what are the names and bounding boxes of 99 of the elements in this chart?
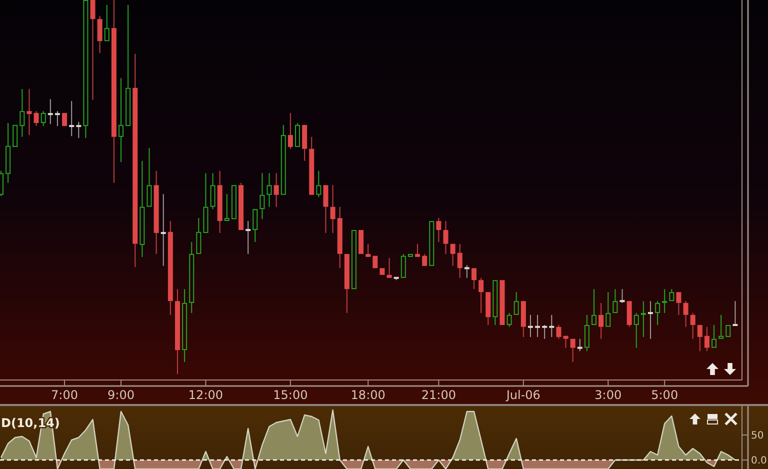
candlestick [337, 206, 342, 269]
candlestick [655, 300, 660, 326]
candlestick [90, 0, 96, 100]
candlestick [626, 301, 632, 328]
candlestick [295, 122, 300, 147]
candlestick [330, 184, 336, 234]
candlestick [528, 314, 533, 338]
candlestick [323, 185, 328, 234]
x-tick-label: 15:00 [273, 388, 308, 402]
candlestick [662, 288, 668, 314]
candlestick [104, 4, 110, 42]
candlestick [366, 243, 371, 257]
y-tick-label: 0.0 [751, 456, 767, 466]
candlestick [210, 172, 216, 210]
candlestick [260, 172, 265, 220]
candlestick [718, 314, 724, 339]
candlestick [386, 258, 392, 278]
candlestick [288, 112, 293, 150]
x-tick-label: 21:00 [421, 388, 456, 402]
candlestick [464, 264, 470, 278]
candlestick [443, 220, 448, 254]
candlestick [246, 220, 251, 254]
candlestick [189, 241, 194, 314]
candlestick [6, 122, 11, 184]
x-tick-label: Jul-06 [505, 388, 540, 402]
candlestick [549, 314, 554, 338]
candlestick [620, 288, 625, 304]
y-tick-label: 50 [751, 430, 764, 442]
x-tick-label: 5:00 [651, 388, 678, 402]
x-tick-label: 9:00 [108, 388, 134, 402]
candlestick [457, 243, 462, 278]
candlestick [274, 172, 279, 208]
candlestick [118, 78, 124, 162]
candlestick [140, 160, 145, 258]
candlestick [182, 288, 188, 363]
candlestick [640, 300, 646, 338]
candlestick [471, 268, 476, 290]
candlestick [556, 324, 562, 340]
candlestick [316, 170, 322, 198]
candlestick [422, 253, 428, 266]
candlestick [83, 0, 88, 139]
candlestick [592, 288, 597, 326]
candlestick [174, 288, 180, 374]
candlestick [76, 121, 82, 139]
x-tick-label: 7:00 [51, 388, 78, 402]
candlestick [168, 220, 173, 316]
candlestick [111, 0, 116, 184]
candlestick [217, 170, 222, 234]
candlestick [612, 288, 618, 314]
candlestick [606, 292, 611, 327]
candlestick [160, 194, 166, 266]
candlestick [400, 253, 406, 278]
candlestick [570, 338, 576, 363]
candlestick [436, 218, 442, 242]
candlestick [542, 324, 548, 340]
candlestick [669, 288, 674, 302]
candlestick [492, 280, 498, 326]
candlestick [486, 292, 491, 326]
candlestick [732, 300, 738, 326]
candlestick [69, 100, 74, 137]
candlestick [584, 314, 590, 352]
candlestick [48, 98, 53, 125]
candlestick [34, 110, 39, 127]
candlestick [280, 124, 286, 195]
candlestick [690, 312, 696, 340]
candlestick [20, 88, 25, 138]
x-tick-label: 18:00 [350, 388, 386, 402]
candlestick [266, 172, 272, 208]
candlestick [634, 312, 639, 348]
candlestick [154, 170, 159, 254]
x-tick-label: 12:00 [188, 388, 224, 402]
candlestick [132, 53, 138, 268]
candlestick [506, 312, 512, 328]
candlestick [40, 110, 46, 127]
candlestick [203, 172, 208, 233]
x-tick-label: 3:00 [594, 388, 622, 402]
candlestick [224, 194, 230, 222]
candlestick [196, 218, 202, 254]
candlestick [683, 300, 688, 328]
candlestick [598, 302, 604, 340]
candlestick [126, 4, 131, 126]
candlestick [146, 148, 152, 207]
candlestick [97, 16, 102, 54]
candlestick [26, 88, 32, 136]
candlestick [535, 314, 540, 338]
candlestick [344, 254, 350, 314]
candlestick [252, 209, 258, 242]
candlestick [712, 324, 717, 348]
candlestick [704, 326, 710, 352]
candlestick [309, 136, 314, 195]
candlestick [697, 325, 702, 352]
candlestick [648, 300, 653, 340]
candlestick [563, 336, 568, 348]
candlestick [577, 338, 582, 352]
candlestick [514, 292, 519, 315]
candlestick [54, 110, 60, 127]
candlestick [478, 277, 484, 314]
candlestick [415, 243, 420, 257]
candlestick [676, 292, 682, 316]
